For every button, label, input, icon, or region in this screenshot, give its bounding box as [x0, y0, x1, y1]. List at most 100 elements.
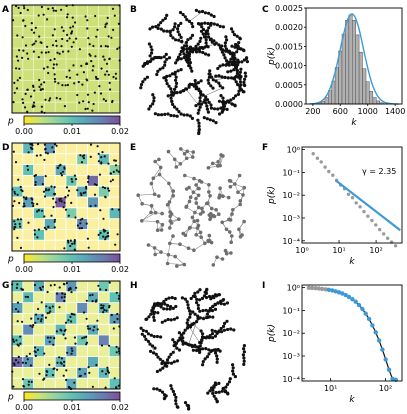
network-node: [217, 99, 222, 103]
network-node: [201, 360, 205, 364]
data-point: [360, 306, 365, 312]
network-node: [244, 74, 248, 78]
particle-dot: [89, 205, 92, 208]
density-cell: [98, 335, 110, 346]
particle-dot: [105, 70, 109, 73]
network-node: [182, 152, 187, 156]
network-node: [198, 344, 202, 348]
network-node: [177, 110, 181, 114]
network-edge: [141, 212, 156, 222]
particle-dot: [63, 295, 66, 299]
particle-dot: [68, 76, 72, 79]
network-node: [195, 226, 200, 230]
colorbar-tick-mid: 0.01: [63, 265, 81, 274]
colorbar-tick-low: 0.00: [15, 265, 33, 274]
network-node: [151, 25, 155, 29]
particle-dot: [69, 26, 72, 29]
particle-dot: [37, 14, 40, 17]
network-node: [188, 312, 192, 316]
network-node: [213, 351, 218, 355]
particle-dot: [53, 73, 56, 76]
network-node: [196, 205, 201, 210]
particle-dot: [26, 168, 30, 171]
particle-dot: [41, 183, 44, 186]
network-node: [167, 200, 172, 204]
particle-dot: [40, 110, 43, 113]
network-node: [187, 185, 191, 190]
particle-dot: [91, 300, 94, 303]
network-node: [192, 219, 196, 223]
particle-dot: [67, 50, 70, 53]
network-node: [198, 212, 203, 216]
particle-dot: [111, 7, 115, 10]
network-node: [168, 307, 172, 311]
particle-dot: [99, 231, 102, 235]
network-node: [238, 202, 242, 207]
x-tick-label: 10²: [369, 246, 382, 255]
network-node: [153, 159, 157, 164]
network-node: [221, 109, 225, 113]
particle-dot: [26, 110, 29, 113]
network-node: [179, 49, 183, 54]
network-node: [236, 44, 240, 48]
network-node: [225, 38, 229, 42]
particle-dot: [24, 361, 27, 365]
particle-dot: [43, 81, 46, 84]
particle-dot: [96, 328, 99, 331]
network-node: [207, 11, 211, 15]
particle-dot: [37, 56, 40, 59]
particle-dot: [68, 287, 71, 290]
network-node: [172, 317, 176, 321]
particle-dot: [102, 304, 105, 307]
particle-dot: [69, 244, 72, 248]
particle-dot: [13, 362, 16, 365]
density-cell: [12, 356, 23, 368]
network-node: [159, 250, 163, 254]
density-cell: [109, 207, 120, 219]
particle-dot: [64, 196, 67, 199]
density-cell: [33, 281, 45, 292]
network-node: [198, 105, 202, 109]
network-node: [224, 35, 228, 39]
particle-dot: [64, 84, 67, 87]
particle-dot: [116, 317, 119, 321]
particle-dot: [18, 201, 21, 205]
particle-dot: [49, 59, 52, 62]
data-point: [313, 286, 318, 291]
network-node: [204, 295, 209, 300]
particle-dot: [53, 77, 57, 81]
y-tick-label: 10⁰: [287, 284, 300, 293]
network-node: [220, 75, 224, 79]
particle-dot: [40, 209, 44, 212]
data-point: [340, 291, 345, 296]
network-node: [176, 24, 181, 28]
chart-f-gamma-annotation: γ = 2.35: [362, 167, 396, 176]
network-node: [160, 390, 165, 394]
network-node: [177, 217, 181, 221]
network-node: [169, 361, 174, 365]
chart-frame: [305, 7, 403, 105]
network-node: [243, 71, 247, 75]
particle-dot: [31, 147, 34, 150]
network-node: [222, 328, 226, 332]
data-point: [320, 286, 325, 292]
particle-dot: [94, 204, 97, 207]
data-point: [353, 299, 358, 304]
network-node: [172, 392, 177, 397]
network-node: [195, 297, 199, 301]
colorbar-tick-high: 0.02: [111, 403, 129, 412]
network-node: [169, 87, 173, 91]
y-tick-label: 0.0000: [275, 100, 303, 109]
network-node: [139, 83, 144, 87]
particle-dot: [30, 28, 33, 31]
degree-histogram-c: p(k) k 200 600 1000 1400 0.0000 0.0005 0.0010 0…: [267, 4, 405, 128]
particle-dot: [14, 359, 18, 362]
network-node: [200, 296, 204, 300]
network-node: [195, 345, 200, 349]
network-node: [157, 55, 161, 60]
network-node: [159, 305, 163, 309]
network-node: [238, 70, 242, 74]
network-node: [238, 199, 243, 203]
network-node: [217, 195, 221, 200]
network-node: [240, 60, 244, 64]
